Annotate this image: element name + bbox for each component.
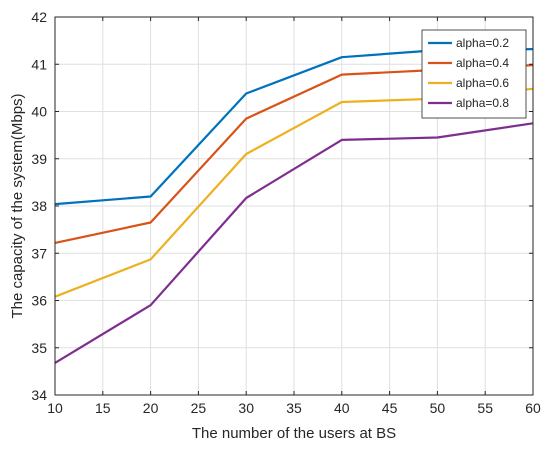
x-tick-label: 15 bbox=[95, 400, 111, 416]
y-axis-label: The capacity of the system(Mbps) bbox=[9, 93, 26, 318]
x-tick-label: 30 bbox=[238, 400, 254, 416]
x-tick-label: 10 bbox=[47, 400, 63, 416]
legend-entry-label: alpha=0.4 bbox=[456, 56, 509, 70]
axis-ticks: 10 15 20 25 30 35 40 45 50 55 60 34 35 36 37 38 39 40 41 42 bbox=[31, 9, 541, 416]
legend: alpha=0.2 alpha=0.4 alpha=0.6 alpha=0.8 bbox=[421, 29, 527, 119]
x-axis-label: The number of the users at BS bbox=[192, 425, 396, 442]
y-tick-label: 34 bbox=[31, 387, 47, 403]
x-tick-label: 60 bbox=[525, 400, 541, 416]
y-tick-label: 39 bbox=[31, 151, 47, 167]
legend-entry-label: alpha=0.6 bbox=[456, 76, 509, 90]
y-tick-label: 42 bbox=[31, 9, 47, 25]
y-tick-label: 38 bbox=[31, 198, 47, 214]
x-tick-label: 25 bbox=[191, 400, 207, 416]
x-tick-label: 35 bbox=[286, 400, 302, 416]
x-tick-label: 20 bbox=[143, 400, 159, 416]
y-tick-label: 36 bbox=[31, 293, 47, 309]
x-tick-label: 45 bbox=[382, 400, 398, 416]
y-tick-label: 35 bbox=[31, 340, 47, 356]
legend-entry-label: alpha=0.8 bbox=[456, 96, 509, 110]
y-tick-label: 37 bbox=[31, 245, 47, 261]
x-tick-label: 55 bbox=[477, 400, 493, 416]
series-line-alpha=0.8 bbox=[54, 122, 534, 364]
y-tick-label: 41 bbox=[31, 56, 47, 72]
y-tick-label: 40 bbox=[31, 104, 47, 120]
legend-entry-label: alpha=0.2 bbox=[456, 36, 509, 50]
x-tick-label: 50 bbox=[430, 400, 446, 416]
x-tick-label: 40 bbox=[334, 400, 350, 416]
